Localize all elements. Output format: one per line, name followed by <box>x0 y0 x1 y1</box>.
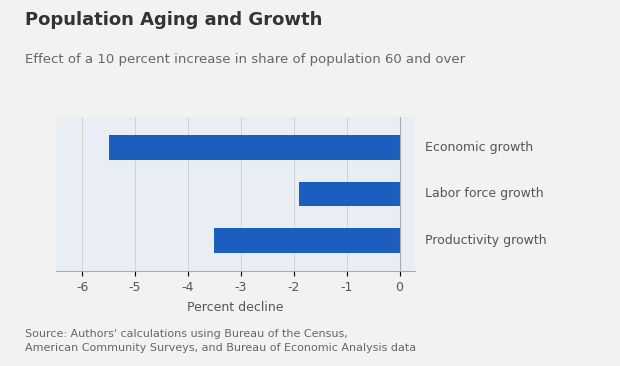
Bar <box>299 182 399 206</box>
Text: Economic growth: Economic growth <box>425 141 533 154</box>
Text: Effect of a 10 percent increase in share of population 60 and over: Effect of a 10 percent increase in share… <box>25 53 465 66</box>
Text: Productivity growth: Productivity growth <box>425 234 546 247</box>
Text: Source: Authors' calculations using Bureau of the Census,
American Community Sur: Source: Authors' calculations using Bure… <box>25 329 416 354</box>
Bar <box>108 135 399 160</box>
X-axis label: Percent decline: Percent decline <box>187 300 284 314</box>
Text: Population Aging and Growth: Population Aging and Growth <box>25 11 322 29</box>
Bar <box>215 228 399 253</box>
Text: Labor force growth: Labor force growth <box>425 187 543 201</box>
